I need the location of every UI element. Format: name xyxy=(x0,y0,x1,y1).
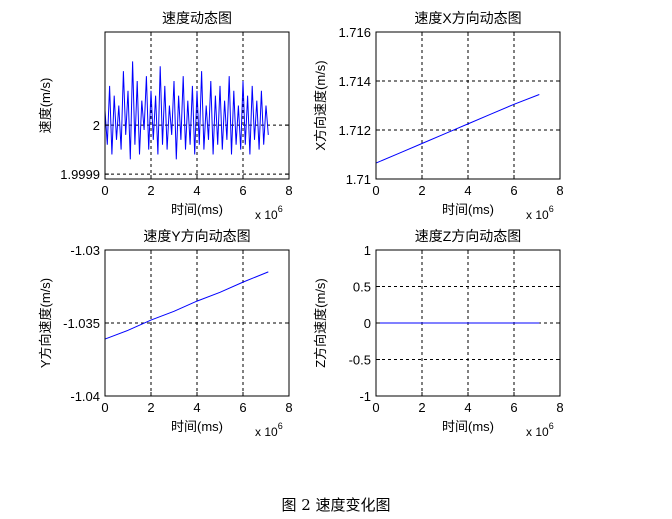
y-axis-label: Y方向速度(m/s) xyxy=(38,278,53,368)
y-tick-label: 1.71 xyxy=(346,172,371,187)
y-axis-label: X方向速度(m/s) xyxy=(313,60,328,150)
x-axis-multiplier: x 106 xyxy=(255,421,283,439)
x-tick-label: 2 xyxy=(418,183,425,198)
x-tick-label: 4 xyxy=(464,183,471,198)
x-tick-label: 6 xyxy=(510,400,517,415)
x-tick-label: 4 xyxy=(193,183,200,198)
x-axis-multiplier-exponent: 6 xyxy=(278,421,283,431)
y-axis-label: 速度(m/s) xyxy=(38,78,53,134)
x-tick-label: 8 xyxy=(556,400,563,415)
x-tick-label: 8 xyxy=(285,183,292,198)
y-tick-label: -1.04 xyxy=(70,389,100,404)
x-axis-multiplier: x 106 xyxy=(526,421,554,439)
x-axis-label: 时间(ms) xyxy=(442,202,494,217)
y-tick-label: 1.714 xyxy=(338,74,371,89)
series-line xyxy=(375,94,540,164)
x-tick-label: 8 xyxy=(556,183,563,198)
y-tick-label: 1.712 xyxy=(338,123,371,138)
x-axis-multiplier: x 106 xyxy=(255,204,283,222)
chart-title: 速度X方向动态图 xyxy=(414,10,521,26)
x-tick-label: 0 xyxy=(372,400,379,415)
x-tick-label: 0 xyxy=(101,400,108,415)
x-tick-label: 2 xyxy=(418,400,425,415)
y-axis-label: Z方向速度(m/s) xyxy=(313,278,328,368)
x-axis-multiplier-exponent: 6 xyxy=(549,421,554,431)
x-tick-label: 2 xyxy=(147,183,154,198)
x-axis-multiplier-exponent: 6 xyxy=(278,204,283,214)
y-tick-label: 1.716 xyxy=(338,25,371,40)
y-tick-label: 0 xyxy=(364,316,371,331)
y-tick-label: 0.5 xyxy=(353,280,371,295)
chart-title: 速度Z方向动态图 xyxy=(415,228,522,244)
x-tick-label: 2 xyxy=(147,400,154,415)
y-tick-label: 1 xyxy=(364,243,371,258)
y-tick-label: 1.9999 xyxy=(60,167,100,182)
y-tick-label: -1.035 xyxy=(63,316,100,331)
x-axis-label: 时间(ms) xyxy=(171,419,223,434)
x-tick-label: 8 xyxy=(285,400,292,415)
x-tick-label: 6 xyxy=(510,183,517,198)
chart-title: 速度Y方向动态图 xyxy=(143,228,250,244)
x-tick-label: 0 xyxy=(372,183,379,198)
x-axis-multiplier: x 106 xyxy=(526,204,554,222)
figure-caption: 图 2 速度变化图 xyxy=(281,496,391,514)
x-tick-label: 6 xyxy=(239,183,246,198)
series-line xyxy=(104,61,269,160)
series-line xyxy=(104,271,269,340)
y-tick-label: 2 xyxy=(93,118,100,133)
x-axis-label: 时间(ms) xyxy=(171,202,223,217)
x-tick-label: 6 xyxy=(239,400,246,415)
y-tick-label: -1 xyxy=(359,389,371,404)
y-tick-label: -1.03 xyxy=(70,243,100,258)
y-tick-label: -0.5 xyxy=(349,353,371,368)
x-tick-label: 4 xyxy=(464,400,471,415)
x-axis-multiplier-exponent: 6 xyxy=(549,204,554,214)
chart-title: 速度动态图 xyxy=(162,10,232,26)
x-tick-label: 4 xyxy=(193,400,200,415)
x-axis-label: 时间(ms) xyxy=(442,419,494,434)
x-tick-label: 0 xyxy=(101,183,108,198)
